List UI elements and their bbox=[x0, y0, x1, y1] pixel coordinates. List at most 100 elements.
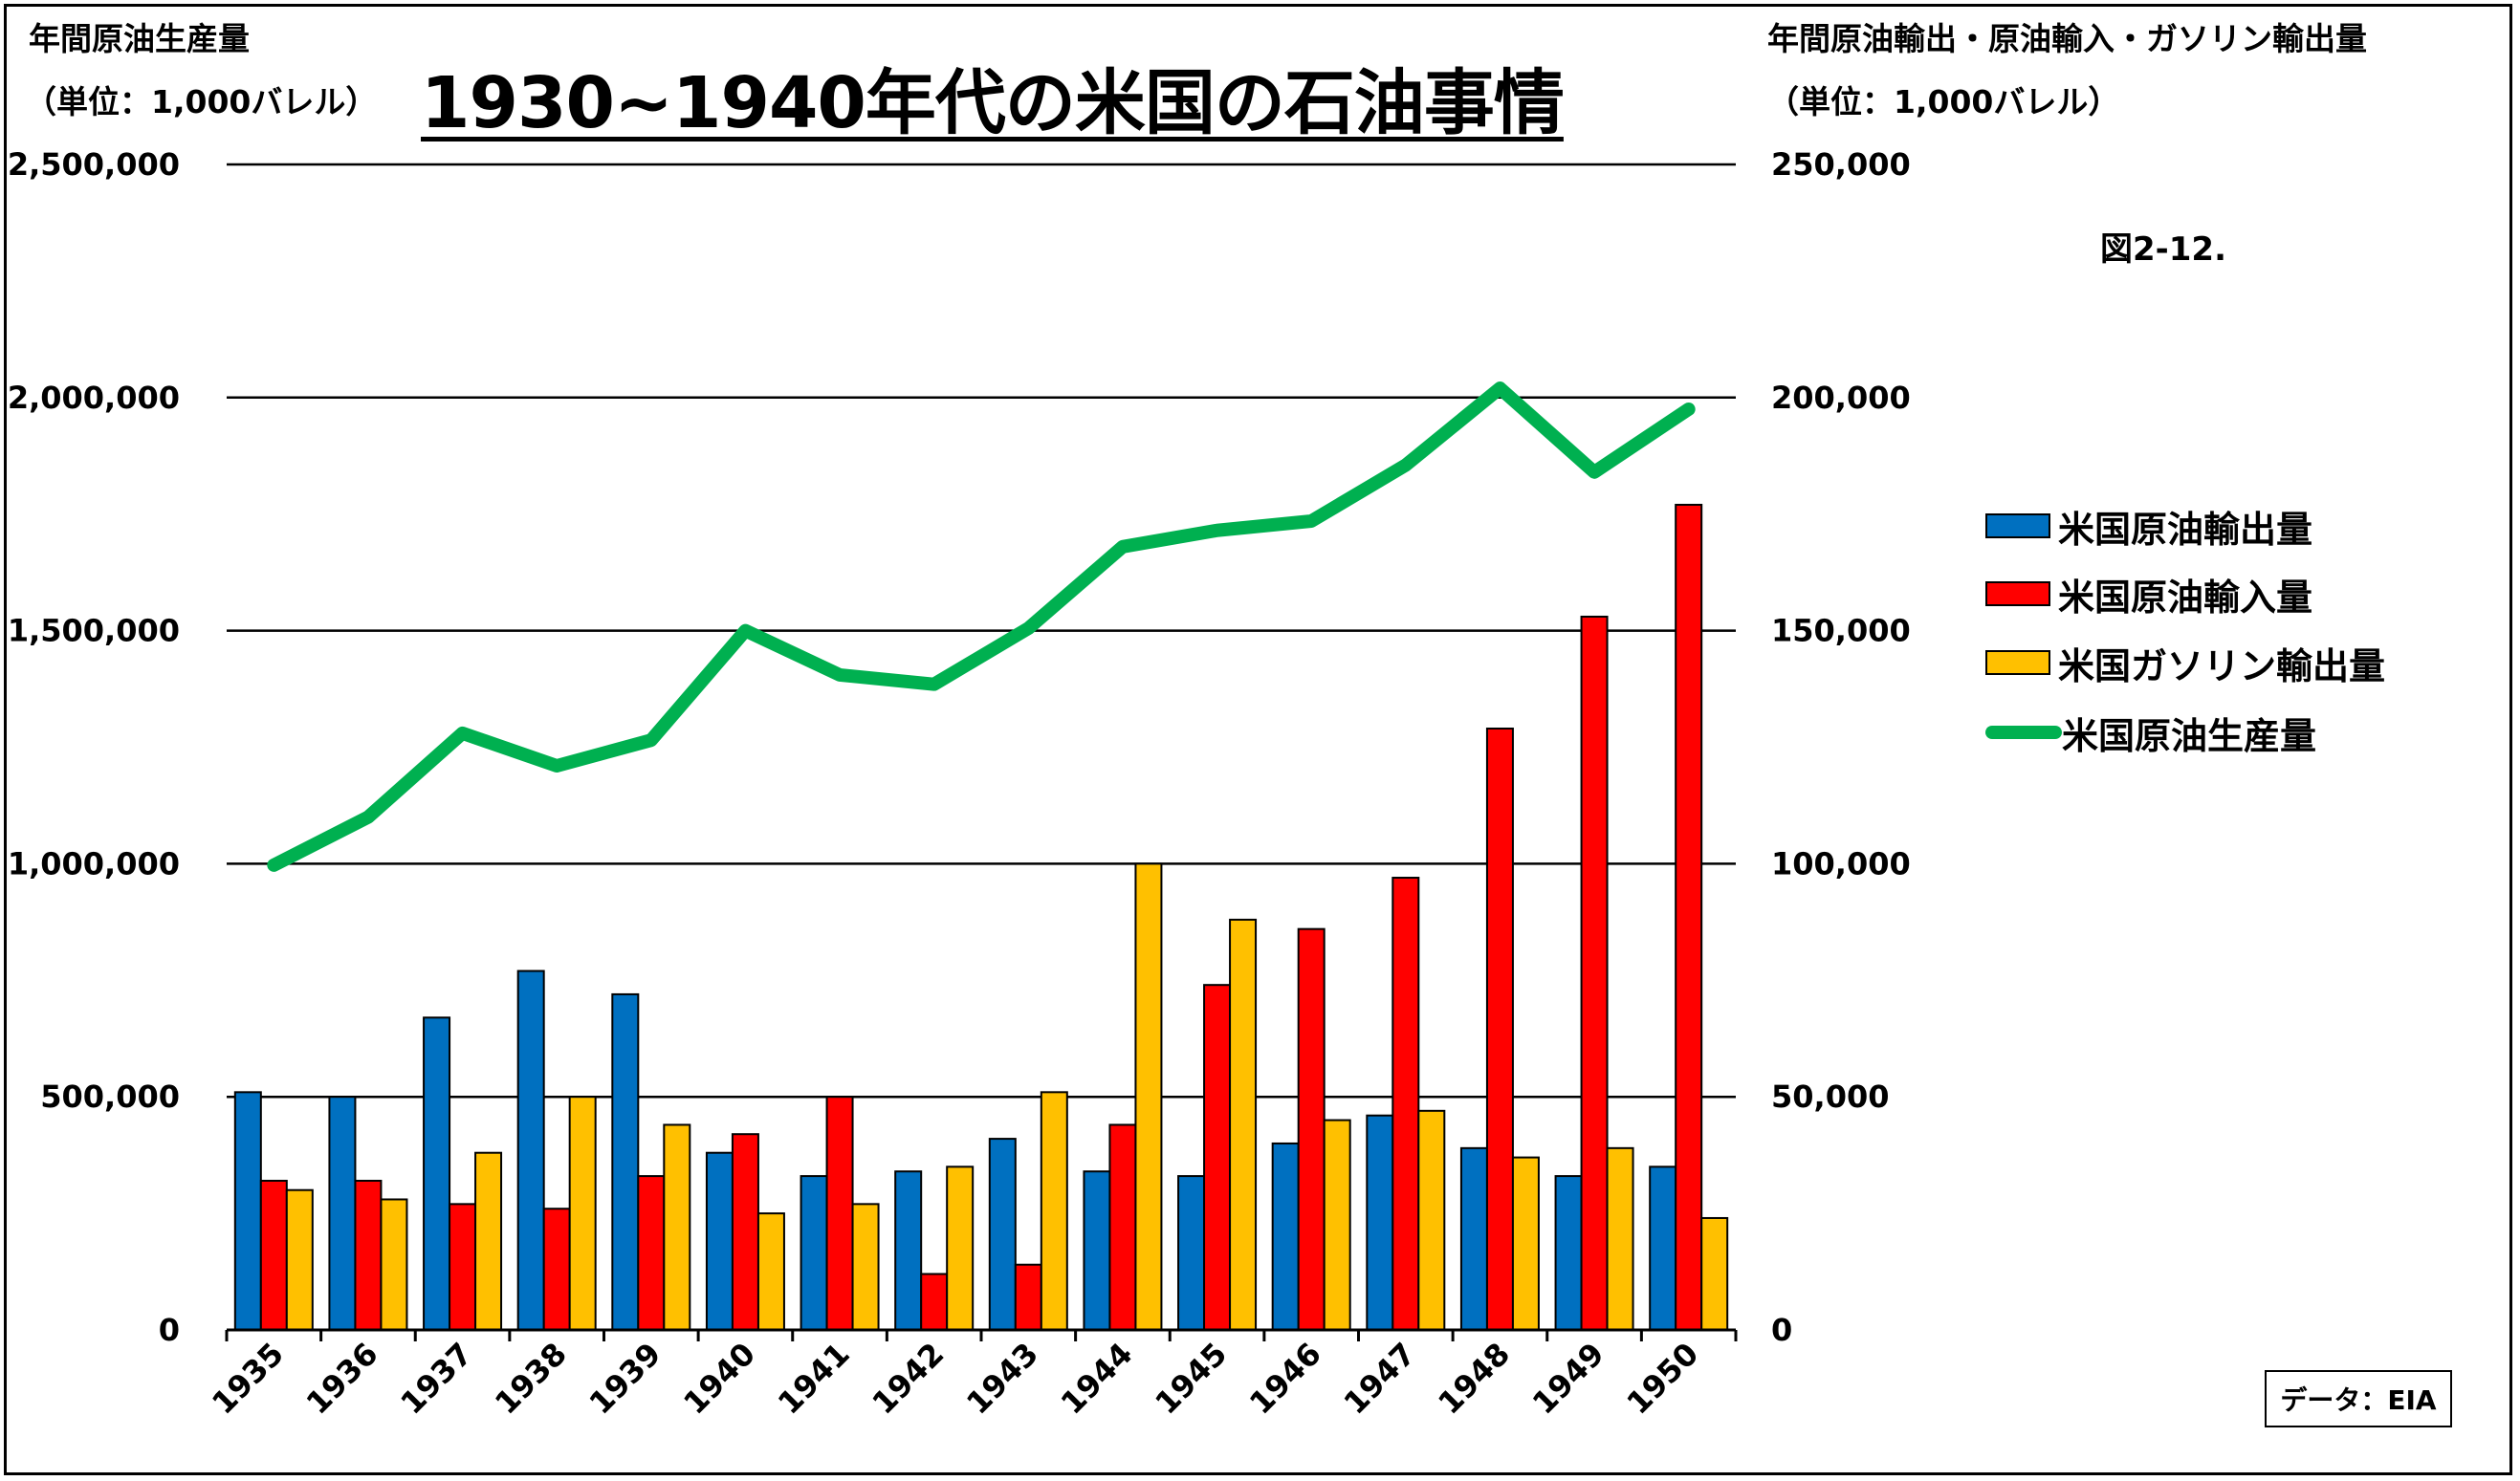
x-tick-label: 1950 bbox=[1619, 1336, 1705, 1422]
bar-crude-export-1946 bbox=[1271, 1142, 1300, 1331]
line-point-1947 bbox=[1404, 464, 1407, 467]
x-tick-label: 1947 bbox=[1337, 1336, 1423, 1422]
bar-crude-export-1948 bbox=[1459, 1146, 1488, 1332]
left-tick-label: 0 bbox=[159, 1312, 180, 1348]
source-label: データ：EIA bbox=[2265, 1370, 2452, 1427]
line-point-1946 bbox=[1310, 520, 1313, 523]
line-point-1936 bbox=[366, 816, 369, 818]
bar-crude-import-1945 bbox=[1203, 984, 1232, 1332]
legend-label: 米国原油輸出量 bbox=[2058, 508, 2313, 551]
chart-frame bbox=[4, 4, 2512, 1475]
bar-crude-import-1944 bbox=[1108, 1123, 1137, 1332]
line-point-1950 bbox=[1687, 407, 1690, 410]
x-tick-label: 1942 bbox=[865, 1336, 951, 1422]
bar-crude-export-1945 bbox=[1177, 1175, 1206, 1332]
figure-label: 図2-12. bbox=[2100, 230, 2226, 269]
bar-gasoline-export-1937 bbox=[474, 1151, 503, 1332]
bar-gasoline-export-1948 bbox=[1511, 1156, 1540, 1332]
line-series bbox=[267, 381, 1696, 872]
bar-crude-export-1950 bbox=[1649, 1165, 1677, 1331]
bar-gasoline-export-1945 bbox=[1229, 918, 1258, 1331]
line-point-1943 bbox=[1027, 627, 1030, 630]
right-axis-unit: （単位：1,000バレル） bbox=[1767, 83, 2120, 120]
bar-gasoline-export-1950 bbox=[1700, 1216, 1729, 1331]
bar-crude-import-1950 bbox=[1675, 503, 1703, 1331]
bar-gasoline-export-1947 bbox=[1417, 1109, 1446, 1331]
legend-item-gasoline-export: 米国ガソリン輸出量 bbox=[1985, 643, 2385, 687]
line-point-1944 bbox=[1121, 545, 1124, 548]
legend-swatch-blue bbox=[1985, 513, 2050, 538]
bar-crude-import-1939 bbox=[637, 1175, 666, 1332]
left-tick-label: 1,000,000 bbox=[8, 845, 180, 882]
x-tick-label: 1948 bbox=[1431, 1336, 1517, 1422]
line-point-1940 bbox=[744, 629, 747, 632]
bar-gasoline-export-1943 bbox=[1040, 1091, 1068, 1331]
bar-crude-import-1949 bbox=[1580, 615, 1609, 1331]
bar-gasoline-export-1935 bbox=[285, 1188, 314, 1331]
legend-label: 米国原油輸入量 bbox=[2058, 576, 2313, 619]
bar-crude-import-1937 bbox=[449, 1203, 477, 1332]
left-tick-label: 1,500,000 bbox=[8, 613, 180, 649]
x-tick-label: 1937 bbox=[393, 1336, 479, 1422]
x-tick-label: 1940 bbox=[676, 1336, 762, 1422]
x-tick-label: 1944 bbox=[1054, 1336, 1140, 1422]
line-point-1945 bbox=[1216, 529, 1218, 532]
x-tick-label: 1943 bbox=[959, 1336, 1045, 1422]
left-axis-tick-labels: 0 500,000 1,000,000 1,500,000 2,000,000 2,500… bbox=[8, 146, 180, 1348]
bar-crude-export-1944 bbox=[1083, 1170, 1111, 1331]
bar-crude-export-1949 bbox=[1554, 1175, 1583, 1332]
left-tick-label: 2,000,000 bbox=[8, 380, 180, 416]
bar-gasoline-export-1940 bbox=[756, 1212, 785, 1331]
right-tick-label: 200,000 bbox=[1771, 380, 1911, 416]
x-tick-label: 1945 bbox=[1148, 1336, 1234, 1422]
legend-item-crude-export: 米国原油輸出量 bbox=[1985, 507, 2312, 551]
bar-crude-export-1942 bbox=[894, 1170, 923, 1331]
x-axis-tick-labels: 1935 1936 1937 1938 1939 1940 1941 1942 1943 1944… bbox=[205, 1336, 1705, 1422]
line-point-1941 bbox=[839, 673, 842, 676]
chart-title: 1930~1940年代の米国の石油事情 bbox=[421, 62, 1565, 144]
bar-crude-import-1947 bbox=[1391, 877, 1420, 1331]
bar-gasoline-export-1946 bbox=[1323, 1119, 1351, 1331]
right-axis-tick-labels: 0 50,000 100,000 150,000 200,000 250,000 bbox=[1771, 146, 1911, 1348]
bar-crude-export-1936 bbox=[328, 1096, 357, 1331]
legend-item-crude-import: 米国原油輸入量 bbox=[1985, 575, 2312, 619]
bar-crude-export-1940 bbox=[705, 1151, 734, 1332]
bar-crude-import-1941 bbox=[825, 1096, 854, 1331]
legend-item-crude-production: 米国原油生産量 bbox=[1985, 713, 2316, 757]
bar-crude-export-1939 bbox=[611, 992, 640, 1331]
bar-gasoline-export-1938 bbox=[568, 1096, 597, 1331]
right-tick-label: 100,000 bbox=[1771, 845, 1911, 882]
x-tick-label: 1938 bbox=[488, 1336, 574, 1422]
legend-label: 米国ガソリン輸出量 bbox=[2058, 644, 2386, 687]
right-axis-title: 年間原油輸出・原油輸入・ガソリン輸出量 bbox=[1767, 20, 2367, 57]
bar-crude-export-1941 bbox=[800, 1175, 828, 1332]
x-tick-label: 1941 bbox=[771, 1336, 857, 1422]
right-tick-label: 0 bbox=[1771, 1312, 1792, 1348]
bar-gasoline-export-1949 bbox=[1606, 1146, 1634, 1332]
left-axis-unit: （単位：1,000バレル） bbox=[25, 83, 378, 120]
line-point-1937 bbox=[461, 731, 464, 734]
bar-series bbox=[233, 503, 1729, 1332]
bar-crude-import-1935 bbox=[259, 1179, 288, 1332]
bar-crude-import-1938 bbox=[542, 1208, 571, 1331]
legend-line-green bbox=[1985, 726, 2062, 739]
right-tick-label: 50,000 bbox=[1771, 1078, 1889, 1115]
right-tick-label: 150,000 bbox=[1771, 613, 1911, 649]
line-point-1949 bbox=[1593, 470, 1596, 473]
bar-gasoline-export-1941 bbox=[851, 1203, 880, 1332]
bar-crude-import-1948 bbox=[1485, 727, 1514, 1331]
bar-gasoline-export-1936 bbox=[380, 1198, 408, 1332]
x-tick-label: 1946 bbox=[1242, 1336, 1328, 1422]
line-point-1939 bbox=[649, 739, 652, 742]
x-tick-label: 1949 bbox=[1525, 1336, 1611, 1422]
line-point-1942 bbox=[932, 683, 935, 686]
bar-gasoline-export-1939 bbox=[663, 1123, 691, 1332]
bar-crude-import-1946 bbox=[1297, 927, 1326, 1331]
line-crude-production bbox=[267, 381, 1696, 872]
bar-crude-import-1942 bbox=[920, 1273, 949, 1332]
legend-swatch-orange bbox=[1985, 650, 2050, 675]
x-tick-label: 1939 bbox=[582, 1336, 668, 1422]
line-point-1948 bbox=[1499, 387, 1501, 390]
left-tick-label: 2,500,000 bbox=[8, 146, 180, 183]
